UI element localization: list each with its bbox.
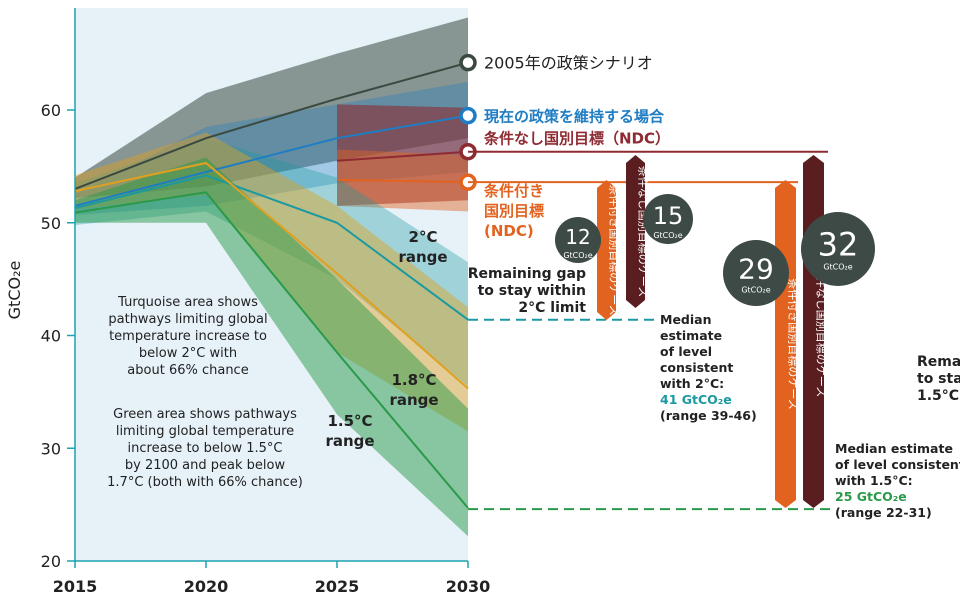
label-18c-range: range [389,391,438,409]
label-unconditional-ndc: 条件なし国別目標（NDC） [483,130,670,148]
marker-current-policy [459,106,477,125]
bubble-2c-unconditional [643,194,693,244]
bubble-15c-conditional-value: 29 [738,253,774,286]
line-ndc-u [336,150,469,162]
remaining-gap-15c-title: to stay within [917,371,960,387]
remaining-gap-2c-title: 2°C limit [518,300,586,316]
green-area-note: 1.7°C (both with 66% chance) [107,475,303,490]
bubble-2c-conditional-unit: GtCO₂e [563,251,592,260]
bubble-15c-conditional [723,240,789,306]
bubble-15c-unconditional-value: 32 [818,225,859,263]
bubble-15c-conditional-unit: GtCO₂e [741,286,770,295]
y-tick-label: 40 [41,327,61,346]
line-2005 [74,61,469,190]
x-tick-label: 2020 [184,577,229,596]
remaining-gap-15c-title: Remaining gap [917,354,960,370]
line-18c [74,161,469,390]
median-2c-text: estimate [660,328,722,343]
bubble-2c-unconditional-value: 15 [653,202,684,230]
green-area-note: increase to below 1.5°C [128,441,283,456]
label-current-policy: 現在の政策を維持する場合 [484,108,665,126]
green-area-note: by 2100 and peak below [125,458,286,473]
remaining-gap-2c-title: to stay within [478,283,586,299]
x-tick-label: 2025 [315,577,360,596]
median-15c-text: of level consistent [835,457,960,472]
line-2c [74,174,469,321]
bubble-2c-unconditional-unit: GtCO₂e [653,231,682,240]
green-area-note: limiting global temperature [116,424,294,439]
turquoise-area-note: below 2°C with [139,346,237,361]
line-current [74,114,469,207]
turquoise-area-note: pathways limiting global [108,312,267,327]
y-axis-label: GtCO₂e [5,261,24,320]
turquoise-area-note: temperature increase to [109,329,267,344]
label-15c-range: range [325,432,374,450]
line-15c [74,191,469,509]
label-18c-range: 1.8°C [391,371,436,389]
x-tick-label: 2015 [53,577,98,596]
bubble-2c-conditional-value: 12 [565,225,590,249]
turquoise-area-note: about 66% chance [127,363,248,378]
label-conditional-ndc: 国別目標 [484,202,544,220]
y-tick-label: 60 [41,101,61,120]
label-2c-range: range [398,248,447,266]
median-15c-range: (range 22-31) [835,505,932,520]
bubble-15c-unconditional-unit: GtCO₂e [823,262,852,271]
gap-bar-2c-conditional [597,180,616,320]
green-area-note: Green area shows pathways [113,407,297,422]
line-ndc-c [336,178,469,184]
gap-bar-2c-conditional-label: 条件付き国別目標のケース [608,184,622,315]
turquoise-area-note: Turquoise area shows [117,295,258,310]
y-tick-label: 20 [41,552,61,571]
x-tick-label: 2030 [446,577,491,596]
band-15c [75,157,468,537]
median-2c-text: of level [660,344,712,359]
gap-bar-15c-conditional-label: 条件付き国別目標のケース [787,278,801,409]
gap-bar-2c-unconditional [626,155,645,308]
median-2c-text: Median [660,312,711,327]
median-15c-text: Median estimate [835,441,953,456]
y-tick-label: 50 [41,214,61,233]
gap-bar-15c-unconditional-label: 条件なし国別目標のケース [815,266,829,397]
y-tick-label: 30 [41,439,61,458]
label-conditional-ndc: 条件付き [483,182,544,200]
label-15c-range: 1.5°C [327,412,372,430]
remaining-gap-15c-title: 1.5°C limit [917,388,960,404]
remaining-gap-2c-title: Remaining gap [468,266,586,282]
median-2c-text: with 2°C: [660,376,724,391]
gap-bar-2c-unconditional-label: 条件なし国別目標のケース [637,166,651,297]
median-2c-value: 41 GtCO₂e [660,392,732,407]
label-2005-policy: 2005年の政策シナリオ [484,54,653,73]
bubble-15c-unconditional [801,212,875,286]
median-2c-text: consistent [660,360,733,375]
marker-2005-policy [459,53,477,72]
median-2c-range: (range 39-46) [660,408,757,423]
median-15c-value: 25 GtCO₂e [835,489,907,504]
label-conditional-ndc: (NDC) [484,222,534,240]
label-2c-range: 2°C [409,228,438,246]
bubble-2c-conditional [555,217,601,263]
median-15c-text: with 1.5°C: [835,473,913,488]
